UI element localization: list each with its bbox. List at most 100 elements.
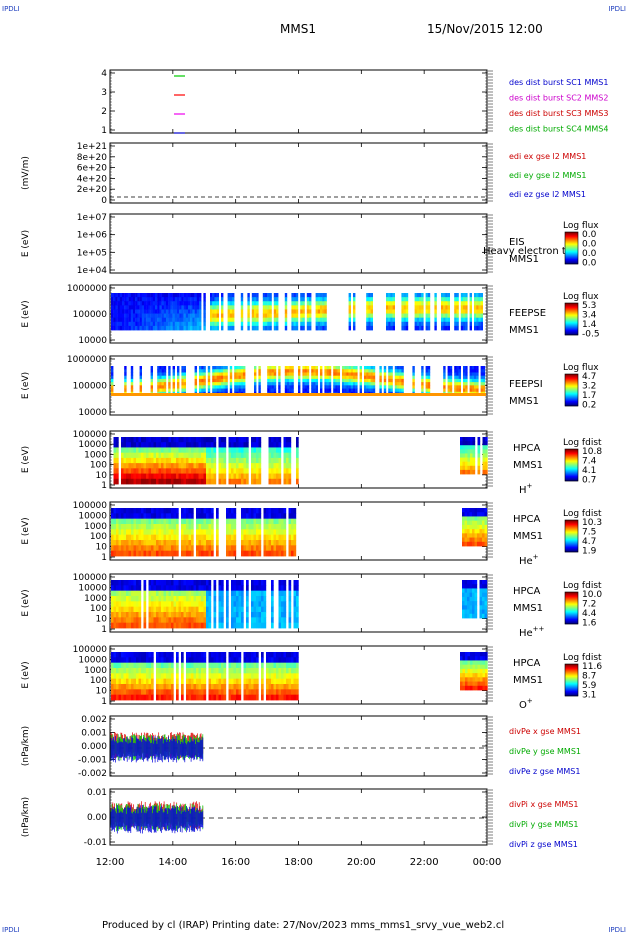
spectro-cell — [276, 463, 279, 469]
instrument-label: MMS1 — [509, 396, 539, 407]
spectro-cell — [476, 388, 479, 393]
spectro-cell — [113, 590, 117, 597]
spectro-cell — [324, 325, 327, 331]
spectro-cell — [161, 545, 164, 552]
spectro-cell — [218, 457, 222, 464]
spectro-cell — [203, 529, 207, 536]
spectro-cell — [213, 622, 217, 629]
spectro-cell — [166, 325, 169, 331]
spectro-cell — [300, 309, 303, 314]
spectro-cell — [236, 452, 239, 459]
spectro-cell — [118, 684, 122, 690]
spectro-cell — [178, 442, 182, 448]
spectro-cell — [469, 512, 473, 517]
spectro-cell — [157, 293, 160, 298]
spectro-cell — [221, 478, 224, 485]
spectro-cell — [296, 612, 299, 618]
spectro-cell — [278, 468, 282, 474]
spectro-cell — [173, 622, 177, 629]
spectro-cell — [337, 366, 340, 370]
spectro-cell — [295, 301, 299, 306]
spectro-cell — [208, 545, 212, 552]
spectro-cell — [236, 585, 239, 592]
spectro-cell — [136, 684, 139, 690]
spectro-cell — [401, 293, 404, 298]
spectro-cell — [240, 388, 244, 393]
spectro-cell — [333, 385, 336, 389]
spectro-cell — [163, 442, 167, 448]
spectro-cell — [141, 694, 144, 701]
colorbar-swatch — [565, 332, 578, 334]
spectro-cell — [212, 388, 215, 393]
spectro-cell — [283, 463, 287, 469]
spectro-cell — [278, 478, 282, 485]
spectro-cell — [229, 378, 233, 383]
spectro-cell — [221, 369, 224, 373]
spectro-cell — [161, 518, 164, 525]
spectro-cell — [346, 382, 349, 386]
spectro-cell — [130, 388, 134, 393]
spectro-cell — [283, 540, 287, 546]
spectro-cell — [472, 516, 475, 522]
spectro-cell — [171, 617, 174, 624]
spectro-cell — [191, 508, 194, 514]
colorbar-swatch — [565, 617, 578, 619]
spectro-cell — [403, 309, 406, 314]
spectro-cell — [449, 372, 453, 377]
spectro-cell — [176, 463, 179, 469]
spectro-cell — [171, 612, 174, 618]
spectro-cell — [248, 540, 252, 546]
spectro-cell — [263, 612, 267, 618]
spectro-cell — [300, 317, 303, 323]
spectro-cell — [328, 366, 332, 370]
spectro-cell — [225, 385, 228, 389]
spectro-cell — [143, 662, 147, 669]
spectro-cell — [191, 468, 194, 474]
spectro-cell — [206, 452, 209, 459]
spectro-cell — [427, 325, 431, 331]
spectro-cell — [207, 366, 211, 370]
spectro-cell — [183, 524, 187, 530]
spectro-cell — [265, 309, 268, 314]
colorbar-swatch — [565, 321, 578, 323]
spectro-cell — [157, 375, 160, 380]
spectro-cell — [311, 382, 314, 386]
spectro-cell — [146, 325, 149, 331]
spectro-cell — [196, 305, 200, 310]
spectro-cell — [469, 325, 472, 331]
spectro-cell — [273, 382, 277, 386]
spectro-cell — [186, 590, 189, 597]
spectro-cell — [447, 388, 450, 393]
spectro-cell — [118, 689, 122, 696]
spectro-cell — [203, 463, 207, 469]
spectro-cell — [153, 540, 157, 546]
spectro-cell — [281, 545, 284, 552]
spectro-cell — [241, 596, 244, 602]
spectro-cell — [236, 372, 239, 377]
spectro-cell — [251, 447, 254, 454]
spectro-cell — [186, 468, 189, 474]
spectro-cell — [156, 529, 159, 536]
spectro-cell — [443, 375, 446, 380]
spectro-cell — [116, 580, 119, 586]
spectro-cell — [111, 652, 114, 658]
legend-entry: edi ey gse l2 MMS1 — [509, 171, 587, 180]
spectro-cell — [289, 366, 292, 370]
instrument-label: MMS1 — [509, 325, 539, 336]
spectro-cell — [123, 508, 127, 514]
spectro-cell — [203, 437, 207, 443]
spectro-cell — [427, 385, 431, 389]
spectro-cell — [201, 585, 204, 592]
spectro-cell — [460, 469, 463, 475]
y-tick-label-hpca_hepp: 1 — [101, 625, 107, 635]
spectro-cell — [116, 689, 119, 696]
spectro-cell — [161, 540, 164, 546]
spectro-cell — [482, 512, 485, 517]
spectro-cell — [416, 293, 420, 298]
spectro-cell — [300, 321, 303, 327]
spectro-cell — [291, 524, 294, 530]
spectro-cell — [482, 453, 486, 458]
spectro-cell — [447, 372, 450, 377]
colorbar-swatch — [565, 615, 578, 617]
